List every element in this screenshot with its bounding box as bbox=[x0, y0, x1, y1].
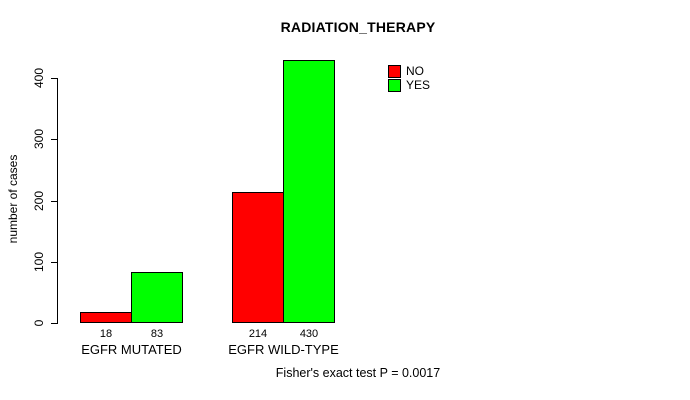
bar bbox=[131, 272, 183, 323]
bar-value-label: 83 bbox=[150, 328, 164, 340]
y-axis-tick bbox=[51, 139, 58, 140]
legend-label: YES bbox=[406, 78, 431, 92]
y-axis-tick bbox=[51, 201, 58, 202]
y-axis-tick bbox=[51, 78, 58, 79]
bar bbox=[283, 60, 335, 323]
y-axis-tick-label: 400 bbox=[32, 67, 46, 89]
bar bbox=[80, 312, 132, 323]
legend-item: YES bbox=[388, 78, 430, 92]
annotation-text: Fisher's exact test P = 0.0017 bbox=[275, 366, 441, 380]
legend-label: NO bbox=[406, 64, 424, 78]
bar-value-label: 430 bbox=[299, 328, 319, 340]
legend-item: NO bbox=[388, 64, 430, 78]
y-axis-tick-label: 0 bbox=[32, 319, 46, 327]
legend-swatch bbox=[388, 64, 401, 78]
y-axis-tick bbox=[51, 323, 58, 324]
bar-value-label: 214 bbox=[248, 328, 268, 340]
legend: NO YES bbox=[388, 64, 430, 92]
legend-swatch bbox=[388, 78, 401, 92]
y-axis-tick-label: 300 bbox=[32, 128, 46, 150]
y-axis-tick bbox=[51, 262, 58, 263]
bar bbox=[232, 192, 284, 323]
y-axis-tick-label: 100 bbox=[32, 251, 46, 273]
x-axis-group-label: EGFR WILD-TYPE bbox=[228, 342, 339, 357]
x-axis-group-label: EGFR MUTATED bbox=[81, 342, 182, 357]
bar-value-label: 18 bbox=[99, 328, 113, 340]
chart-title: RADIATION_THERAPY bbox=[280, 19, 436, 35]
y-axis-tick-label: 200 bbox=[32, 190, 46, 212]
